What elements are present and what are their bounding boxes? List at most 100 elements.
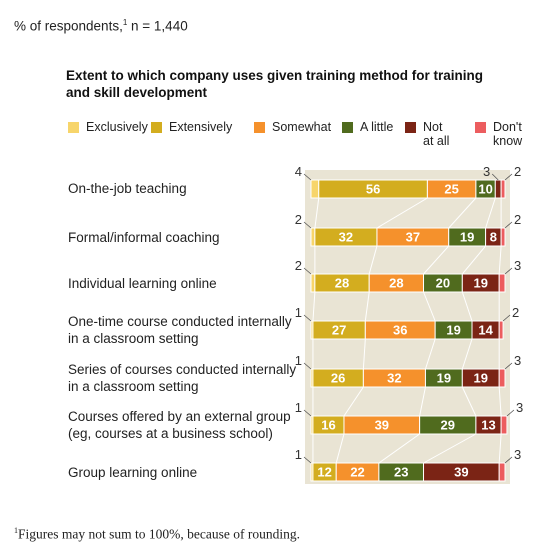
- data-label-extensively: 28: [335, 276, 349, 291]
- category-label-line: Formal/informal coaching: [68, 230, 220, 245]
- category-label-line: Courses offered by an external group: [68, 409, 291, 424]
- data-label-somewhat: 32: [387, 371, 401, 386]
- label-leader-line: [303, 456, 312, 464]
- bar-segment-don-t-know: [500, 227, 506, 247]
- category-label: Series of courses conducted internally in…: [68, 361, 304, 395]
- legend-label-line: Extensively: [169, 120, 233, 134]
- data-label-don-t-know: 2: [514, 164, 521, 179]
- legend-label-extensively: Extensively: [169, 120, 232, 134]
- data-label-somewhat: 25: [444, 182, 458, 197]
- connector-line: [461, 386, 477, 417]
- data-label-extensively: 26: [331, 371, 345, 386]
- data-label-not-at-all: 13: [481, 418, 495, 433]
- connector-line: [368, 245, 378, 275]
- data-label-somewhat: 22: [350, 465, 364, 480]
- label-leader-line: [491, 173, 499, 181]
- bar-segment-don-t-know: [500, 415, 508, 435]
- legend-label-exclusively: Exclusively: [86, 120, 148, 134]
- connector-line: [376, 197, 428, 229]
- legend-label-not-at-all: Not at all: [423, 120, 449, 148]
- legend-label-line: Don't: [493, 120, 522, 134]
- category-label: Formal/informal coaching: [68, 229, 304, 246]
- label-leader-line: [303, 314, 312, 322]
- data-label-don-t-know: 2: [512, 305, 519, 320]
- connector-line: [461, 338, 473, 370]
- category-label: Courses offered by an external group (eg,…: [68, 408, 304, 442]
- legend-label-line: at all: [423, 134, 450, 148]
- category-label-line: Group learning online: [68, 465, 198, 480]
- data-label-somewhat: 39: [375, 418, 389, 433]
- data-label-a-little: 19: [446, 323, 460, 338]
- connector-line: [378, 433, 420, 464]
- data-label-exclusively: 2: [295, 212, 302, 227]
- data-label-not-at-all: 14: [478, 323, 493, 338]
- bar-segment-don-t-know: [498, 320, 504, 340]
- data-label-a-little: 19: [460, 230, 474, 245]
- data-label-don-t-know: 3: [514, 258, 521, 273]
- data-label-extensively: 27: [332, 323, 346, 338]
- connector-line: [498, 433, 502, 464]
- connector-line: [423, 433, 477, 464]
- label-leader-line: [504, 221, 513, 229]
- category-label-line: Series of courses conducted internally: [68, 362, 297, 377]
- connector-lines: [312, 197, 502, 464]
- data-label-exclusively: 1: [295, 305, 302, 320]
- label-leader-line: [303, 173, 312, 181]
- data-label-exclusively: 1: [295, 353, 302, 368]
- legend-swatch-somewhat: [254, 122, 265, 133]
- data-label-exclusively: 4: [295, 164, 302, 179]
- data-label-extensively: 32: [339, 230, 353, 245]
- data-label-a-little: 20: [436, 276, 450, 291]
- legend-label-line: Somewhat: [272, 120, 332, 134]
- label-leader-line: [303, 267, 312, 275]
- connector-line: [364, 291, 370, 322]
- bar-segment-don-t-know: [498, 368, 506, 388]
- legend-swatch-exclusively: [68, 122, 79, 133]
- data-label-exclusively: 1: [295, 447, 302, 462]
- label-leader-line: [303, 221, 312, 229]
- legend-label-line: A little: [360, 120, 394, 134]
- label-leader-line: [504, 267, 513, 275]
- connector-line: [423, 245, 450, 275]
- connector-line: [498, 386, 502, 417]
- category-label: One-time course conducted internally in a…: [68, 313, 304, 347]
- connector-line: [335, 433, 345, 464]
- data-label-don-t-know: 2: [514, 212, 521, 227]
- data-label-extensively: 16: [321, 418, 335, 433]
- data-label-not-at-all: 8: [490, 230, 497, 245]
- data-label-don-t-know: 3: [514, 353, 521, 368]
- category-label: Group learning online: [68, 464, 304, 481]
- data-label-don-t-know: 3: [516, 400, 523, 415]
- data-label-a-little: 19: [437, 371, 451, 386]
- legend-label-line: Not: [423, 120, 443, 134]
- legend-label-don-t-know: Don't know: [493, 120, 522, 148]
- bar-segment-exclusively: [310, 227, 316, 247]
- bar-segment-exclusively: [310, 179, 320, 199]
- data-label-a-little: 10: [478, 182, 492, 197]
- legend-label-a-little: A little: [360, 120, 393, 134]
- label-leader-line: [504, 456, 513, 464]
- data-label-don-t-know: 3: [514, 447, 521, 462]
- connector-line: [362, 338, 366, 370]
- footnote: 1Figures may not sum to 100%, because of…: [14, 526, 300, 542]
- category-label-line: On-the-job teaching: [68, 181, 187, 196]
- label-leader-line: [303, 409, 312, 417]
- data-label-extensively: 12: [317, 465, 331, 480]
- bar-segment-not-at-all: [494, 179, 502, 199]
- connector-line: [314, 197, 320, 229]
- category-label-line: Individual learning online: [68, 276, 217, 291]
- data-label-extensively: 56: [366, 182, 380, 197]
- data-label-a-little: 23: [394, 465, 408, 480]
- legend-swatch-not-at-all: [405, 122, 416, 133]
- connector-line: [424, 338, 436, 370]
- legend-swatch-don-t-know: [475, 122, 486, 133]
- legend-swatch-extensively: [151, 122, 162, 133]
- label-leader-line: [303, 362, 312, 370]
- label-leader-line: [504, 362, 513, 370]
- legend-label-somewhat: Somewhat: [272, 120, 331, 134]
- bar-segment-exclusively: [310, 273, 316, 293]
- connector-line: [423, 291, 436, 322]
- label-leader-line: [504, 173, 513, 181]
- data-label-somewhat: 28: [389, 276, 403, 291]
- bar-segment-don-t-know: [498, 273, 506, 293]
